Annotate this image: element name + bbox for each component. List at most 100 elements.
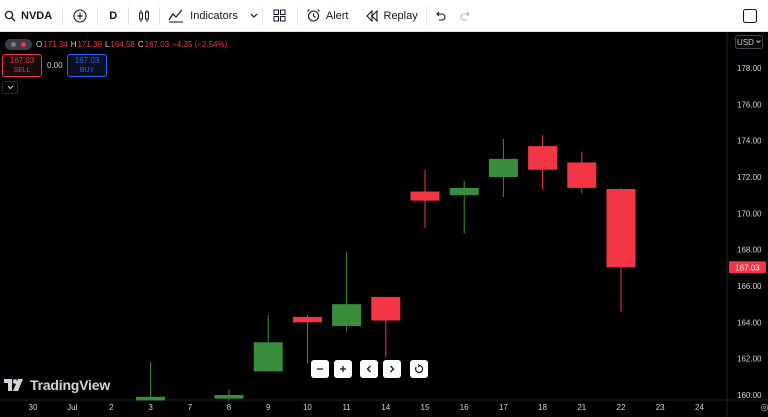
reset-chart-button[interactable] (410, 360, 428, 378)
plus-circle-icon (73, 8, 87, 23)
interval-button[interactable]: D (109, 9, 118, 22)
toolbar-divider (97, 6, 99, 25)
collapse-legend-button[interactable] (2, 81, 18, 94)
price-tick-label: 172.00 (737, 173, 762, 182)
toolbar-divider (62, 6, 64, 25)
spread-value: 0.00 (47, 61, 63, 70)
symbol-label: NVDA (21, 9, 53, 22)
chevron-left-icon (366, 365, 371, 373)
sell-price: 167.03 (9, 56, 35, 65)
chevron-down-icon (250, 13, 258, 18)
toolbar-divider (128, 6, 130, 25)
legend-change: −4.35 (−2.54%) (172, 39, 228, 49)
scroll-right-button[interactable] (383, 360, 401, 378)
time-tick-label: 21 (577, 403, 587, 412)
replay-button[interactable]: Replay (357, 0, 426, 32)
toolbar-divider (425, 6, 427, 25)
time-tick-label: 2 (109, 403, 114, 412)
time-tick-label: 11 (342, 403, 351, 412)
scroll-left-button[interactable] (360, 360, 378, 378)
candle-body (449, 187, 479, 196)
sell-button[interactable]: 167.03 SELL (2, 54, 42, 77)
candle-body (253, 342, 283, 372)
price-tick-label: 174.00 (737, 137, 762, 146)
alert-label: Alert (325, 9, 349, 22)
time-tick-label: 16 (459, 403, 469, 412)
price-chart[interactable]: 178.00176.00174.00172.00170.00168.00166.… (0, 32, 768, 417)
candle-body (136, 396, 166, 401)
currency-selector[interactable]: USD (735, 35, 763, 49)
legend-open: O171.34 (36, 39, 68, 49)
legend-low: L164.58 (104, 39, 135, 49)
toolbar-divider (296, 6, 298, 25)
price-tick-label: 168.00 (737, 246, 762, 255)
plus-icon (340, 366, 346, 372)
undo-icon (435, 11, 446, 21)
time-tick-label: 24 (694, 403, 704, 412)
alert-button[interactable]: Alert (298, 0, 357, 32)
price-tick-label: 164.00 (737, 318, 762, 327)
price-tick-label: 176.00 (737, 100, 762, 109)
alarm-clock-icon (306, 9, 320, 22)
logo-text: TradingView (30, 377, 111, 393)
candle-body (371, 296, 401, 321)
reset-controls (410, 360, 428, 378)
templates-button[interactable] (263, 0, 297, 32)
candle-body (332, 304, 362, 326)
legend-status-pill[interactable] (5, 38, 32, 50)
time-tick-label: 23 (655, 403, 665, 412)
compare-symbol-button[interactable] (63, 0, 97, 32)
market-status-icon (10, 41, 16, 47)
time-tick-label: 10 (302, 403, 312, 412)
replay-icon (365, 9, 378, 22)
minus-icon (317, 368, 323, 370)
price-tick-label: 170.00 (737, 209, 762, 218)
reset-icon (415, 364, 424, 374)
last-price-badge (729, 261, 766, 274)
candle-body (528, 146, 558, 170)
indicators-button[interactable]: Indicators (160, 0, 246, 32)
last-price-label: 167.03 (735, 263, 760, 272)
redo-icon (460, 11, 470, 21)
search-icon (4, 10, 16, 21)
time-tick-label: 22 (616, 403, 626, 412)
time-tick-label: 9 (265, 403, 271, 412)
candle-body (606, 188, 636, 268)
chevron-down-icon (756, 40, 761, 44)
buy-button[interactable]: 167.03 BUY (67, 54, 107, 77)
zoom-in-button[interactable] (334, 360, 352, 378)
buy-label: BUY (79, 67, 95, 74)
price-tick-label: 160.00 (737, 391, 762, 400)
chevron-down-icon (7, 85, 13, 90)
indicators-dropdown[interactable] (246, 0, 262, 32)
redo-button[interactable] (453, 0, 479, 32)
time-tick-label: 15 (420, 403, 430, 412)
tradingview-logo[interactable]: TradingView (4, 377, 110, 393)
time-tick-label: 8 (226, 403, 232, 412)
gear-icon[interactable] (760, 403, 768, 412)
candle-body (567, 162, 597, 188)
time-tick-label: 3 (148, 403, 153, 412)
buy-price: 167.03 (74, 56, 100, 65)
zoom-out-button[interactable] (311, 360, 329, 378)
price-tick-label: 166.00 (737, 282, 762, 291)
sell-label: SELL (13, 67, 31, 74)
toolbar-divider (159, 6, 161, 25)
fullscreen-button[interactable] (734, 0, 766, 32)
indicators-icon (168, 9, 184, 22)
replay-label: Replay (383, 9, 418, 22)
legend-close: C167.03 (137, 39, 170, 49)
price-tick-label: 162.00 (737, 355, 762, 364)
time-tick-label: Jul (67, 403, 78, 412)
candle-body (292, 316, 322, 323)
candle-body (488, 158, 518, 177)
tradingview-logo-icon (4, 379, 23, 391)
data-status-icon (21, 41, 27, 47)
scroll-controls (360, 360, 401, 378)
time-tick-label: 18 (538, 403, 548, 412)
chart-type-button[interactable] (129, 0, 159, 32)
candles-icon (139, 9, 150, 22)
symbol-search-button[interactable]: NVDA (0, 0, 62, 32)
top-toolbar: NVDA D Indicators Alert Replay (0, 0, 768, 32)
undo-button[interactable] (427, 0, 453, 32)
